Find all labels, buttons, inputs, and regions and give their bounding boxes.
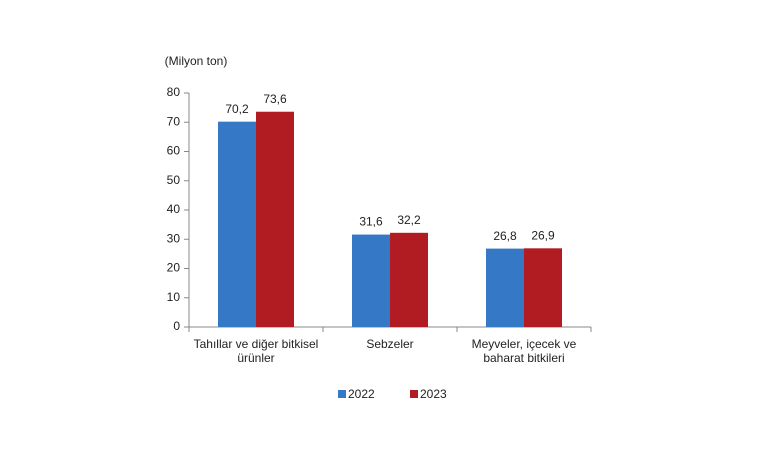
bar [390, 232, 428, 327]
y-tick-label: 50 [167, 173, 181, 187]
value-label: 32,2 [397, 213, 421, 227]
value-label: 31,6 [359, 215, 383, 229]
value-label: 70,2 [225, 102, 249, 116]
y-axis-label: (Milyon ton) [165, 54, 228, 68]
legend-swatch [338, 390, 346, 398]
value-label: 26,9 [531, 228, 555, 242]
x-tick-label-box: Tahıllar ve diğer bitkisel ürünler [193, 337, 319, 365]
y-tick-label: 80 [167, 85, 181, 99]
bar [524, 248, 562, 327]
legend-label: 2023 [420, 387, 447, 401]
y-tick-label: 60 [167, 144, 181, 158]
y-tick-label: 40 [167, 202, 181, 216]
x-tick-label: Tahıllar ve diğer bitkisel ürünler [193, 337, 319, 365]
x-tick-label-box: Meyveler, içecek ve baharat bitkileri [471, 337, 577, 365]
bar [218, 121, 256, 327]
bar [352, 234, 390, 327]
y-tick-label: 30 [167, 231, 181, 245]
y-tick-label: 10 [167, 290, 181, 304]
legend-label: 2022 [348, 387, 375, 401]
x-tick-label-box: Sebzeler [366, 337, 414, 351]
y-tick-label: 70 [167, 114, 181, 128]
y-tick-label: 0 [173, 319, 180, 333]
value-label: 26,8 [493, 229, 517, 243]
value-label: 73,6 [263, 92, 287, 106]
legend-swatch [410, 390, 418, 398]
bar [486, 248, 524, 327]
x-tick-label: Meyveler, içecek ve baharat bitkileri [471, 337, 577, 365]
y-tick-label: 20 [167, 261, 181, 275]
bar [256, 111, 294, 327]
x-tick-label: Sebzeler [366, 337, 414, 351]
